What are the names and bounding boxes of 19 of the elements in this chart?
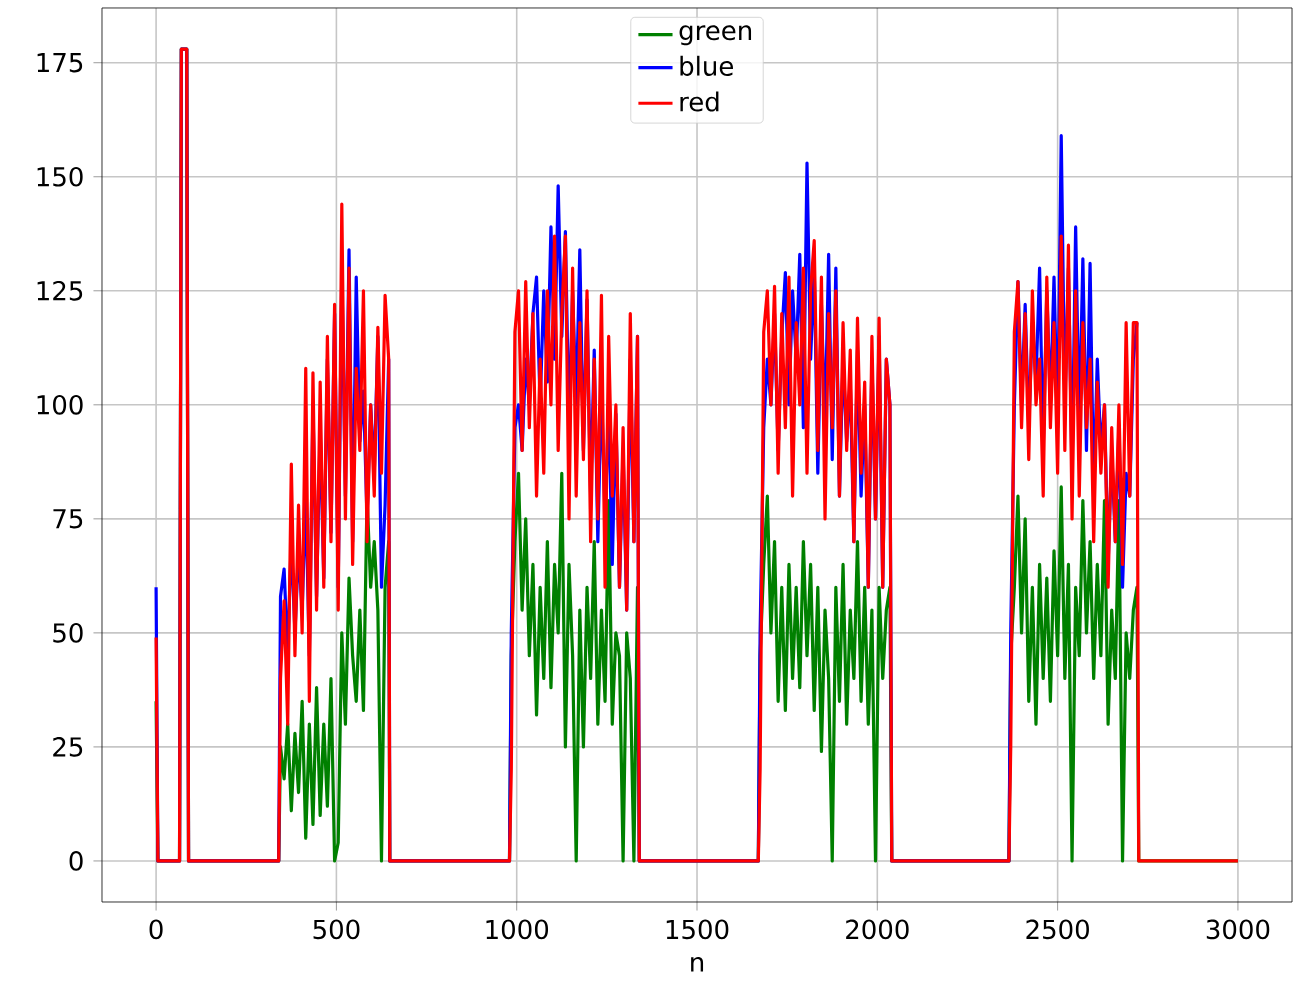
x-tick-label: 3000 — [1206, 919, 1270, 940]
y-tick-label: 25 — [53, 737, 83, 757]
y-tick-label: 175 — [37, 53, 83, 73]
y-tick-label: 50 — [53, 623, 83, 643]
x-tick-label: 2000 — [846, 919, 909, 940]
y-tick-label: 125 — [37, 280, 83, 301]
legend-label: green — [679, 25, 752, 46]
x-axis-title: n — [691, 957, 704, 972]
legend-label: blue — [680, 55, 733, 76]
x-tick-label: 1500 — [666, 919, 729, 940]
x-tick-label: 2500 — [1026, 919, 1089, 940]
x-tick-label: 500 — [313, 919, 360, 940]
legend-label: red — [680, 91, 719, 112]
y-tick-label: 0 — [69, 851, 83, 871]
y-tick-label: 100 — [37, 394, 83, 415]
x-tick-label: 1000 — [486, 919, 549, 940]
x-tick-label: 0 — [149, 919, 163, 940]
y-tick-label: 75 — [53, 509, 83, 529]
y-tick-label: 150 — [37, 166, 83, 187]
